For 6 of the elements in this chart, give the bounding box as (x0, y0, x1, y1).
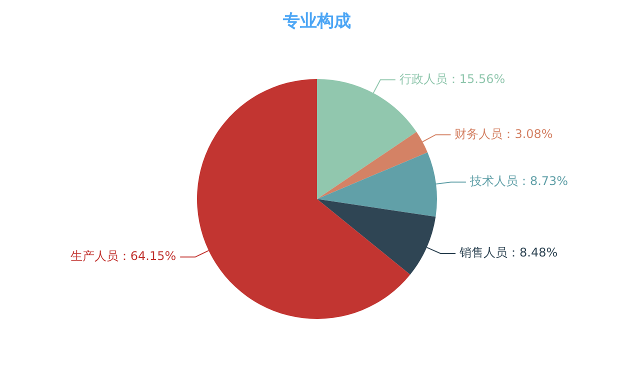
chart-title: 专业构成 (282, 11, 351, 32)
slice-label: 销售人员：8.48% (458, 246, 558, 260)
slice-label: 财务人员：3.08% (454, 126, 553, 141)
slice-label: 技术人员：8.73% (468, 174, 568, 188)
slice-label: 生产人员：64.15% (70, 249, 176, 264)
slice-label: 行政人员：15.56% (399, 72, 506, 86)
